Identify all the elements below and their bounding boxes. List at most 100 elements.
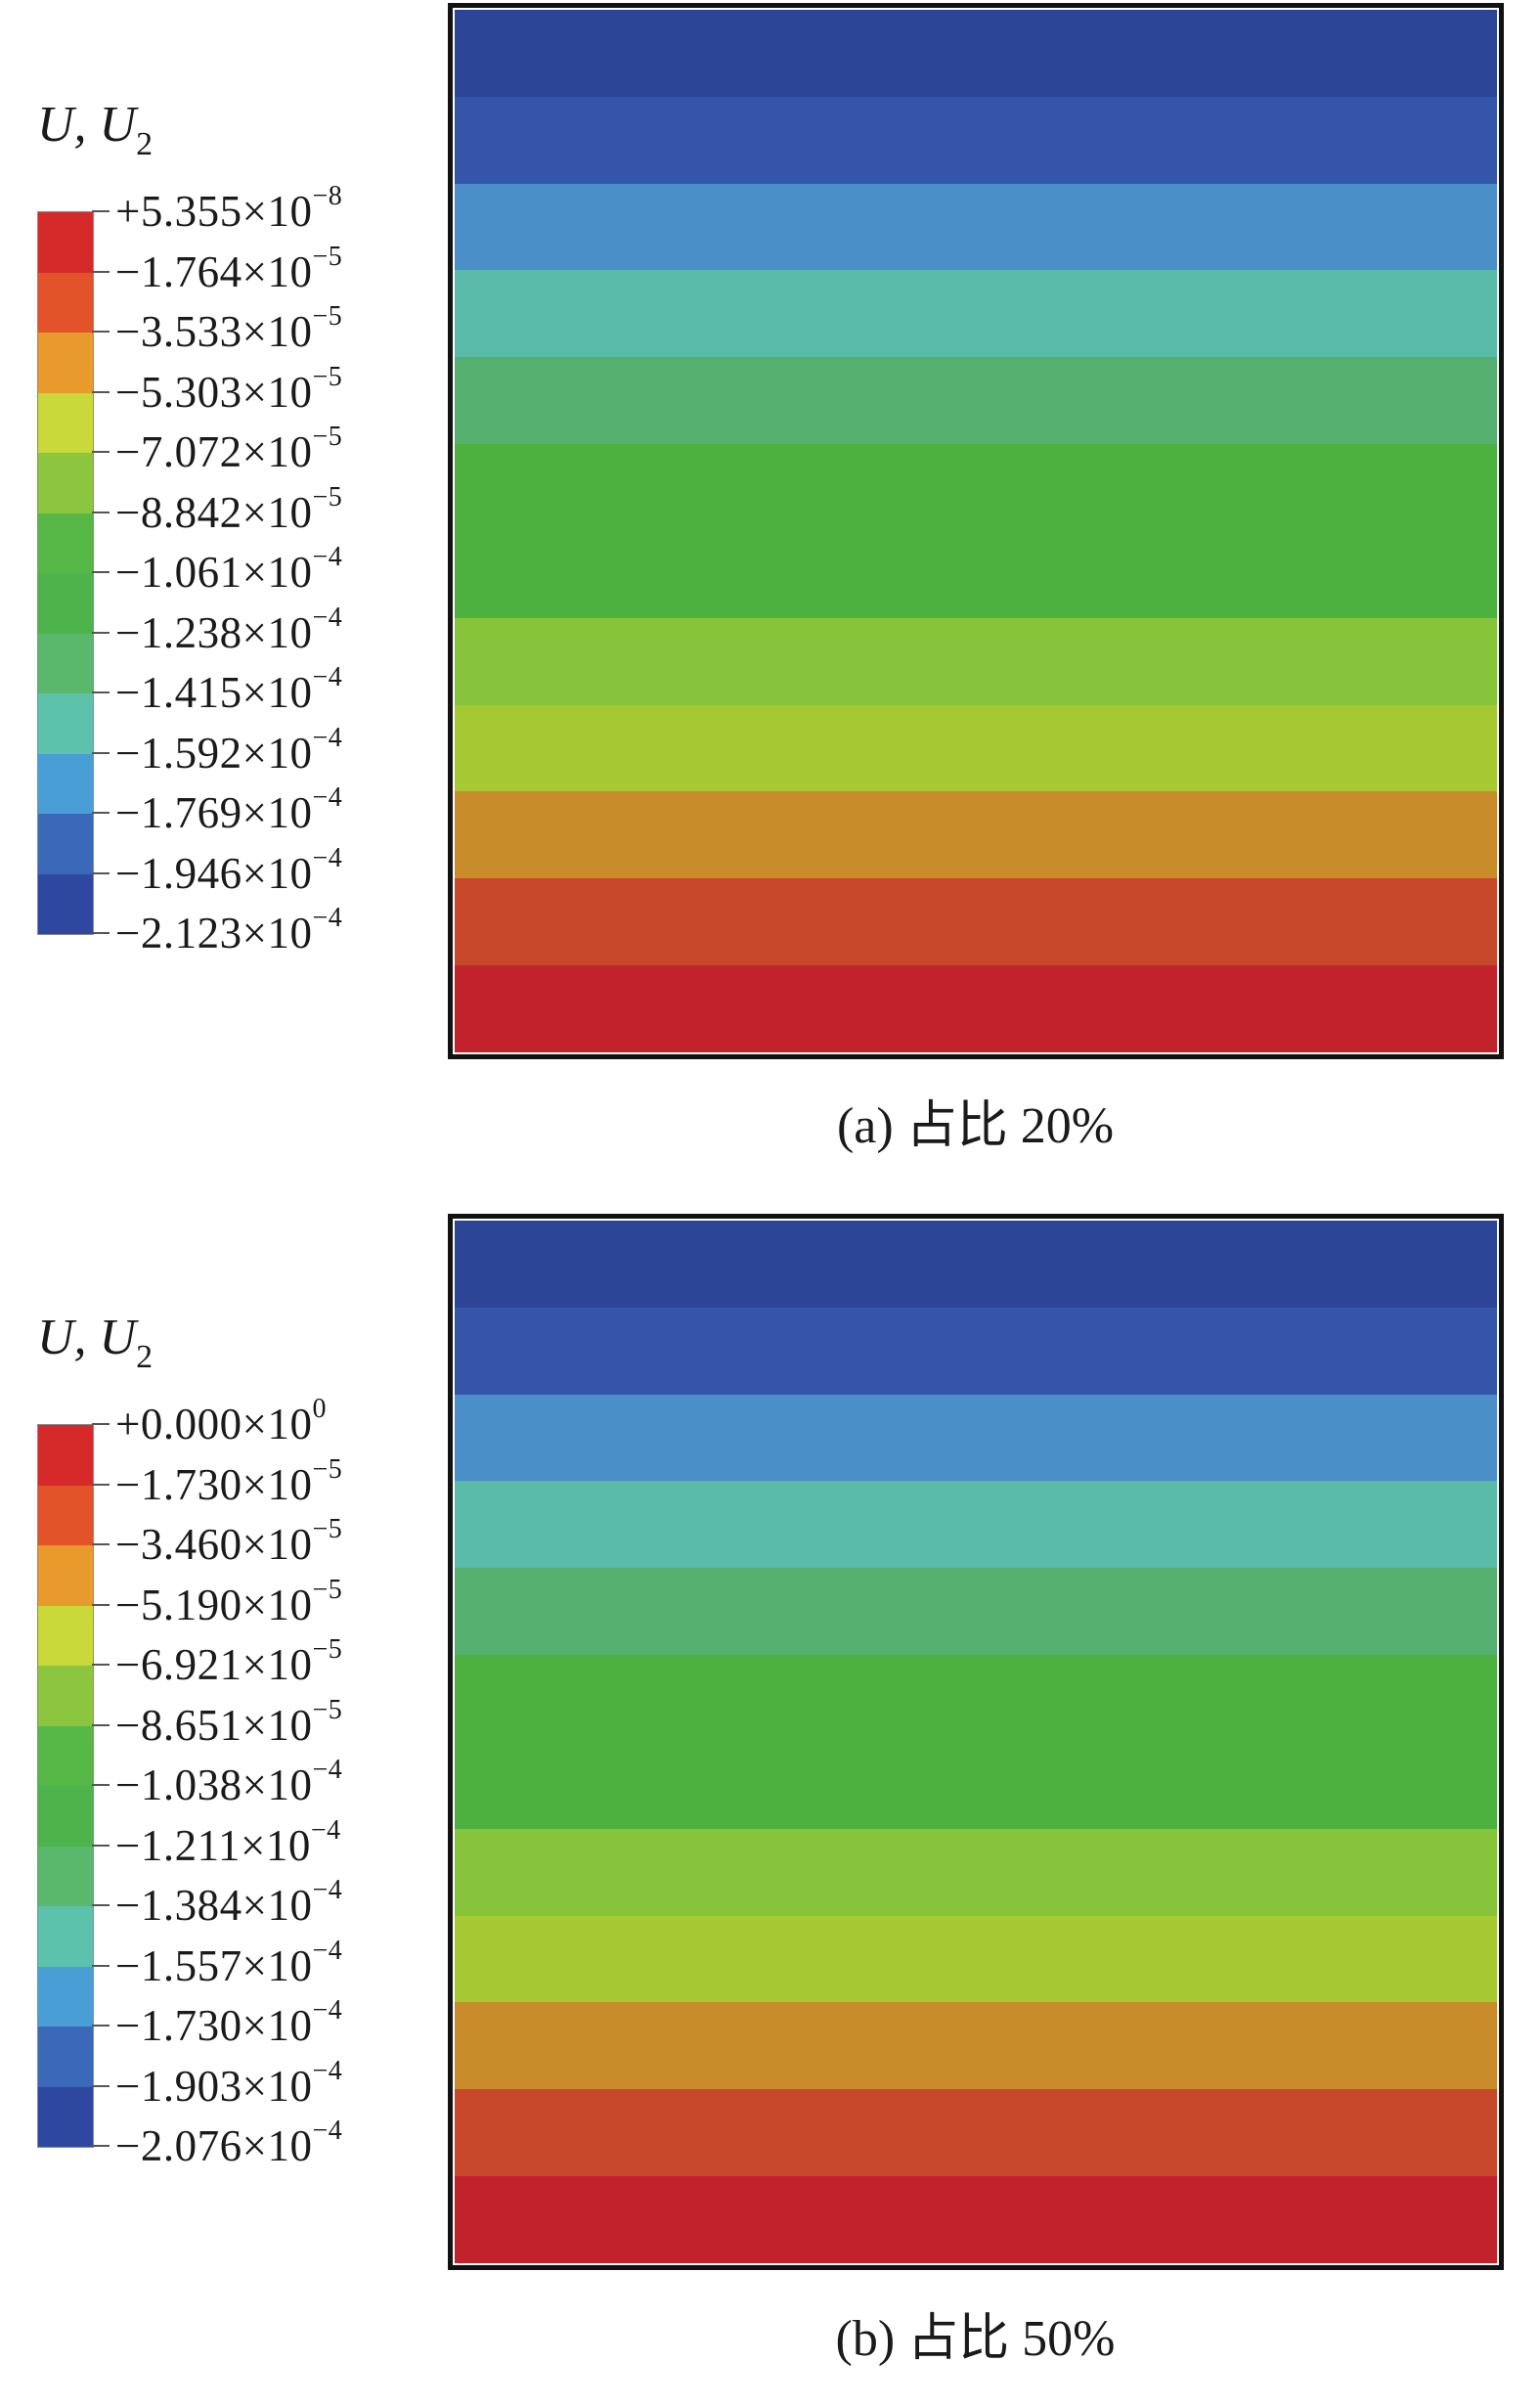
legend-label: −1.769×10−4 bbox=[115, 782, 343, 837]
legend-label: −2.123×10−4 bbox=[115, 903, 343, 958]
contour-band bbox=[455, 791, 1497, 879]
contour-plot bbox=[448, 1214, 1504, 2270]
contour-band bbox=[455, 1394, 1497, 1482]
legend-tick bbox=[92, 571, 110, 573]
legend-tick bbox=[92, 1423, 110, 1425]
legend-swatch bbox=[38, 573, 93, 634]
contour-band bbox=[455, 1568, 1497, 1656]
contour-band bbox=[455, 1481, 1497, 1569]
legend-label: +5.355×10−8 bbox=[115, 181, 343, 236]
legend-tick bbox=[92, 331, 110, 333]
legend-label: −3.533×10−5 bbox=[115, 301, 343, 356]
contour-band bbox=[455, 96, 1497, 184]
legend-swatch bbox=[38, 1846, 93, 1906]
legend-label: −1.061×10−4 bbox=[115, 542, 343, 597]
contour-band bbox=[455, 183, 1497, 271]
legend-swatch bbox=[38, 1605, 93, 1666]
contour-band bbox=[455, 617, 1497, 705]
legend-swatch bbox=[38, 453, 93, 513]
legend-label: +0.000×100 bbox=[115, 1394, 328, 1448]
legend-tick bbox=[92, 1664, 110, 1666]
legend-title: U, U2 bbox=[37, 97, 154, 162]
legend-tick bbox=[92, 1844, 110, 1847]
legend-label: −5.190×10−5 bbox=[115, 1574, 343, 1629]
legend-tick bbox=[92, 1904, 110, 1906]
legend-label: −6.921×10−5 bbox=[115, 1634, 343, 1689]
legend-swatch bbox=[38, 1786, 93, 1847]
legend-tick bbox=[92, 871, 110, 874]
legend-label: −1.946×10−4 bbox=[115, 842, 343, 898]
legend-tick bbox=[92, 812, 110, 814]
legend-label: −7.072×10−5 bbox=[115, 422, 343, 476]
legend-label: −1.730×10−5 bbox=[115, 1453, 343, 1509]
legend-tick bbox=[92, 2025, 110, 2027]
legend-tick bbox=[92, 1723, 110, 1726]
legend-tick bbox=[92, 2145, 110, 2147]
contour-band bbox=[455, 1307, 1497, 1395]
legend-tick bbox=[92, 2084, 110, 2087]
contour-band bbox=[455, 530, 1497, 618]
figure-caption: (a) 占比 20% bbox=[836, 1098, 1115, 1154]
legend-swatch bbox=[38, 333, 93, 393]
legend-swatch bbox=[38, 212, 93, 273]
legend-tick bbox=[92, 751, 110, 754]
legend-swatch bbox=[38, 1545, 93, 1606]
legend-swatch bbox=[38, 1425, 93, 1486]
legend-swatch bbox=[38, 512, 93, 573]
legend-swatch bbox=[38, 1666, 93, 1726]
contour-band bbox=[455, 270, 1497, 358]
legend-swatch bbox=[38, 2086, 93, 2147]
legend-tick bbox=[92, 270, 110, 273]
legend-label: −1.238×10−4 bbox=[115, 602, 343, 657]
legend-swatch bbox=[38, 693, 93, 754]
legend-tick bbox=[92, 1964, 110, 1967]
legend-label: −1.211×10−4 bbox=[115, 1814, 341, 1870]
legend-swatch bbox=[38, 1485, 93, 1545]
contour-band bbox=[455, 1915, 1497, 2003]
legend-swatch bbox=[38, 392, 93, 453]
legend-label: −8.651×10−5 bbox=[115, 1694, 343, 1750]
contour-band bbox=[455, 2176, 1497, 2263]
legend-label: −1.384×10−4 bbox=[115, 1875, 343, 1930]
contour-band bbox=[455, 444, 1497, 531]
legend-tick bbox=[92, 1784, 110, 1786]
contour-band bbox=[455, 1828, 1497, 1916]
legend-tick bbox=[92, 932, 110, 934]
legend-swatch bbox=[38, 1906, 93, 1967]
legend-label: −3.460×10−5 bbox=[115, 1514, 343, 1569]
contour-band bbox=[455, 1655, 1497, 1742]
legend-swatch bbox=[38, 2027, 93, 2087]
legend-swatch bbox=[38, 1725, 93, 1786]
legend-tick bbox=[92, 1483, 110, 1486]
contour-band bbox=[455, 2089, 1497, 2177]
contour-band bbox=[455, 878, 1497, 966]
legend-title: U, U2 bbox=[37, 1310, 154, 1375]
legend-tick bbox=[92, 451, 110, 453]
legend-swatch bbox=[38, 873, 93, 934]
legend-label: −1.038×10−4 bbox=[115, 1755, 343, 1809]
legend-label: −1.592×10−4 bbox=[115, 722, 343, 778]
contour-band bbox=[455, 704, 1497, 792]
legend-label: −1.903×10−4 bbox=[115, 2055, 343, 2111]
legend-tick bbox=[92, 631, 110, 634]
legend-swatch bbox=[38, 272, 93, 333]
contour-band bbox=[455, 1741, 1497, 1829]
legend-swatch bbox=[38, 814, 93, 874]
legend-tick bbox=[92, 1603, 110, 1606]
legend-label: −1.415×10−4 bbox=[115, 662, 343, 717]
legend-label: −2.076×10−4 bbox=[115, 2116, 343, 2170]
legend-tick bbox=[92, 511, 110, 513]
legend-tick bbox=[92, 390, 110, 393]
legend-swatch bbox=[38, 633, 93, 693]
contour-plot bbox=[448, 3, 1504, 1059]
contour-band bbox=[455, 2002, 1497, 2090]
legend-label: −1.557×10−4 bbox=[115, 1935, 343, 1990]
contour-band bbox=[455, 965, 1497, 1052]
contour-band bbox=[455, 10, 1497, 97]
legend-tick bbox=[92, 210, 110, 212]
legend-tick bbox=[92, 1543, 110, 1545]
legend-colorbar bbox=[37, 211, 94, 935]
panel-b: U, U2 +0.000×100 −1.730×10−5 −3.460×10−5 −5… bbox=[0, 1213, 1540, 2406]
figure-caption: (b) 占比 50% bbox=[835, 2311, 1116, 2367]
legend-label: −5.303×10−5 bbox=[115, 361, 343, 417]
